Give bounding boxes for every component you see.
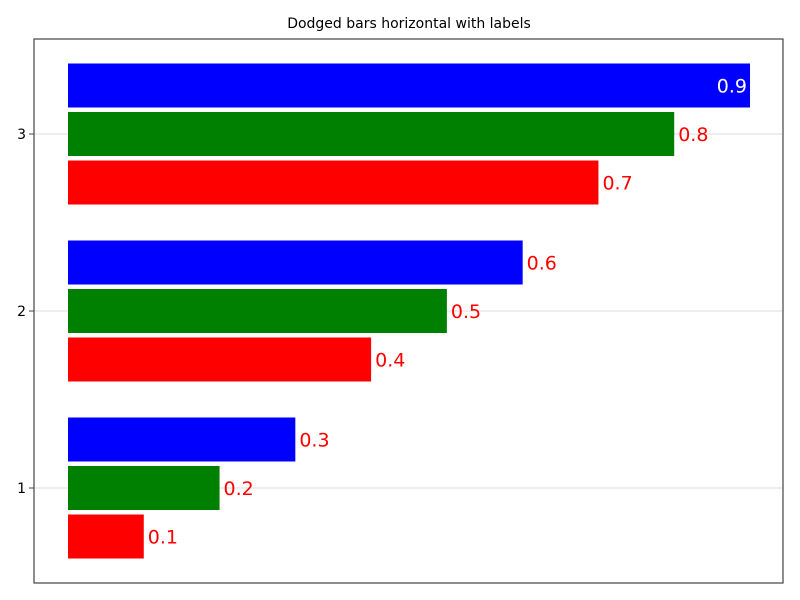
data-label-2-series-3: 0.6 (527, 253, 557, 275)
bar-3-series-3 (68, 63, 750, 108)
data-label-1-series-1: 0.1 (148, 527, 178, 549)
y-tick-label-3: 3 (17, 127, 26, 143)
data-label-2-series-2: 0.5 (451, 301, 481, 323)
bar-2-series-2 (68, 289, 447, 333)
data-label-3-series-2: 0.8 (678, 124, 708, 146)
bars (68, 63, 750, 559)
y-tick-label-1: 1 (17, 481, 26, 497)
data-label-3-series-1: 0.7 (602, 173, 632, 195)
bar-1-series-2 (68, 466, 220, 510)
data-labels: 0.1 0.2 0.3 0.4 0.5 0.6 0.7 0.8 0.9 (148, 76, 747, 549)
bar-3-series-1 (68, 160, 599, 205)
data-label-1-series-3: 0.3 (299, 430, 329, 452)
data-label-3-series-3: 0.9 (717, 76, 747, 98)
y-axis: 1 2 3 (17, 127, 34, 497)
bar-1-series-3 (68, 417, 296, 462)
y-tick-label-2: 2 (17, 304, 26, 320)
bar-3-series-2 (68, 112, 675, 156)
data-label-1-series-2: 0.2 (224, 478, 254, 500)
bar-2-series-1 (68, 337, 372, 382)
bar-1-series-1 (68, 514, 144, 559)
bar-2-series-3 (68, 240, 523, 285)
plot-frame (33, 38, 784, 584)
data-label-2-series-1: 0.4 (375, 350, 405, 372)
chart-title: Dodged bars horizontal with labels (287, 16, 531, 32)
